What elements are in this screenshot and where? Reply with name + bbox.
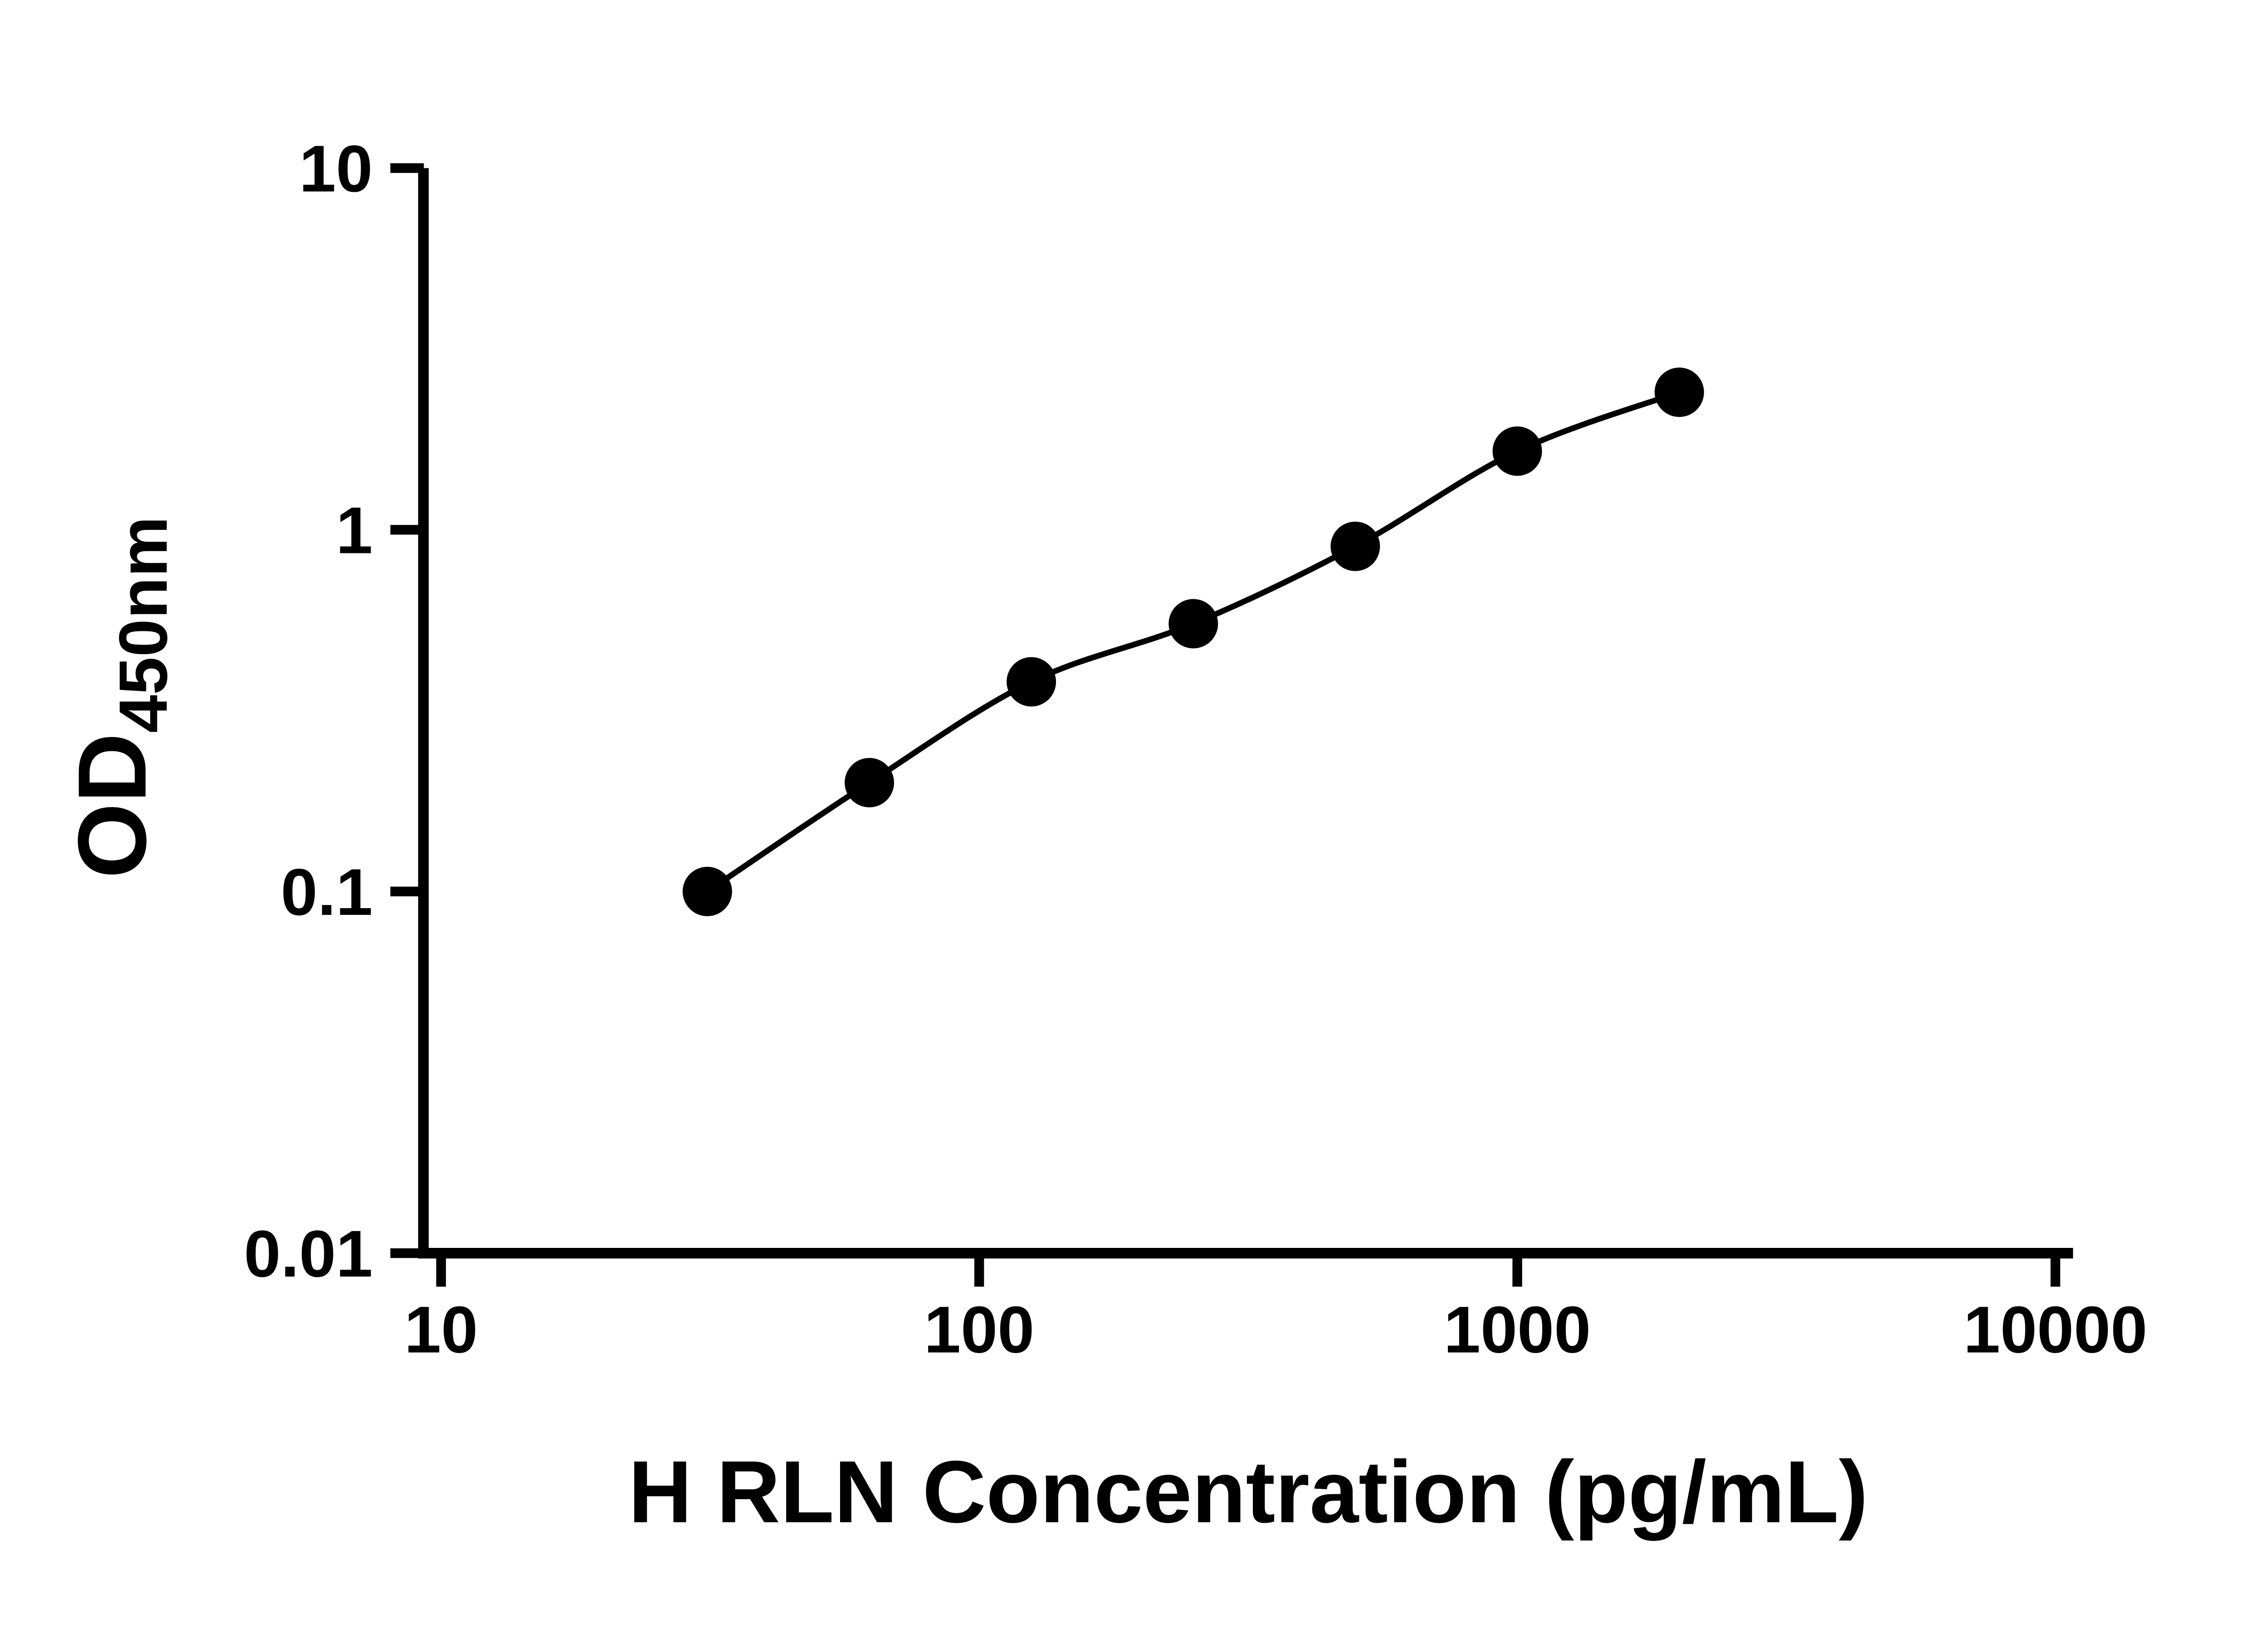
y-tick-label: 10 [299, 132, 372, 205]
data-point-group [682, 367, 1704, 916]
data-point [1492, 426, 1542, 476]
x-axis-title: H RLN Concentration (pg/mL) [628, 1443, 1868, 1541]
y-axis-title: OD450nm [58, 516, 181, 878]
y-axis-ticks: 0.01 0.1 1 10 [244, 132, 424, 1291]
data-point [682, 866, 732, 916]
y-tick-label: 1 [336, 493, 373, 567]
y-tick-label: 0.01 [244, 1217, 373, 1291]
x-axis-ticks: 10 100 1000 10000 [404, 1252, 2148, 1366]
data-point [845, 758, 894, 807]
x-tick-label: 10000 [1964, 1292, 2148, 1366]
data-point [1007, 657, 1056, 707]
data-point [1330, 521, 1380, 571]
x-tick-label: 10 [404, 1292, 478, 1366]
data-point [1654, 367, 1704, 417]
x-tick-label: 100 [924, 1292, 1034, 1366]
data-point [1168, 599, 1218, 649]
y-axis-title-sub: 450nm [105, 516, 181, 733]
y-axis-title-main: OD [58, 733, 166, 879]
x-tick-label: 1000 [1444, 1292, 1591, 1366]
y-tick-label: 0.1 [281, 855, 373, 929]
axis-frame [418, 168, 2073, 1259]
